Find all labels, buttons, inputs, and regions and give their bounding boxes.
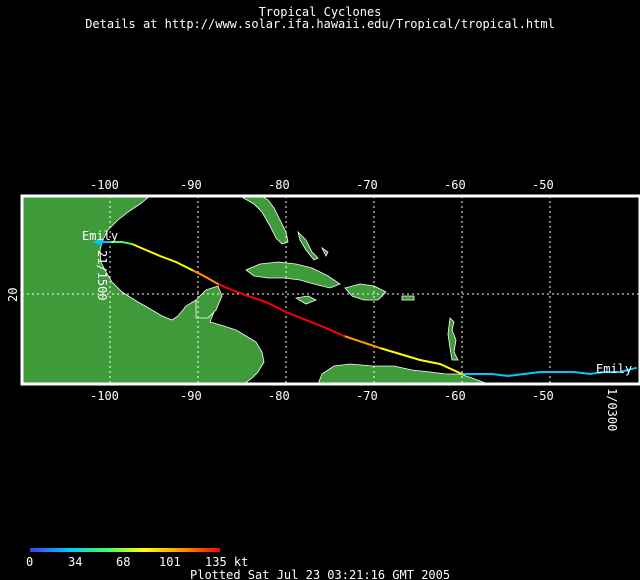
- lon-label-bottom: -100: [90, 389, 119, 403]
- lesser-antilles: [447, 317, 459, 361]
- cuba: [245, 261, 341, 289]
- jamaica: [294, 295, 317, 305]
- legend-tick: 0: [26, 555, 33, 569]
- top-axis: -100 -90 -80 -70 -60 -50: [90, 178, 554, 192]
- storm-name-end: Emily: [596, 362, 632, 376]
- page-title: Tropical Cyclones: [258, 5, 382, 19]
- north-america-mainland: [22, 196, 265, 384]
- footer-timestamp: Plotted Sat Jul 23 03:21:16 GMT 2005: [190, 568, 450, 580]
- lon-label-bottom: -70: [356, 389, 378, 403]
- lon-label-top: -100: [90, 178, 119, 192]
- south-america: [317, 363, 489, 384]
- legend-tick: 101: [159, 555, 181, 569]
- lon-label-top: -60: [444, 178, 466, 192]
- lon-label-bottom: -50: [532, 389, 554, 403]
- legend-ticks: 0 34 68 101 135 kt: [26, 555, 248, 569]
- lon-label-top: -90: [180, 178, 202, 192]
- storm-date-start: 21/1500: [95, 250, 109, 301]
- hispaniola: [344, 283, 387, 301]
- lon-label-bottom: -80: [268, 389, 290, 403]
- lon-label-top: -80: [268, 178, 290, 192]
- land: [22, 196, 489, 384]
- storm-name-start: Emily: [82, 229, 118, 243]
- storm-date-end: 1/0300: [605, 388, 619, 431]
- storm-track: [95, 241, 637, 378]
- storm-arrow-icon: [93, 238, 102, 246]
- lon-label-top: -50: [532, 178, 554, 192]
- map-frame: [20, 194, 640, 386]
- lon-label-bottom: -60: [444, 389, 466, 403]
- page-subtitle: Details at http://www.solar.ifa.hawaii.e…: [85, 17, 555, 31]
- map-area: [22, 196, 640, 384]
- lat-label: 20: [6, 288, 20, 302]
- graticule: [22, 196, 640, 384]
- bottom-axis: -100 -90 -80 -70 -60 -50: [90, 389, 554, 403]
- puerto-rico: [401, 295, 415, 301]
- lon-label-bottom: -90: [180, 389, 202, 403]
- bahamas: [297, 230, 319, 261]
- legend-tick: 34: [68, 555, 82, 569]
- legend-tick: 68: [116, 555, 130, 569]
- legend-color-bar: [30, 548, 220, 552]
- legend-tick: 135 kt: [205, 555, 248, 569]
- lon-label-top: -70: [356, 178, 378, 192]
- florida: [239, 196, 289, 245]
